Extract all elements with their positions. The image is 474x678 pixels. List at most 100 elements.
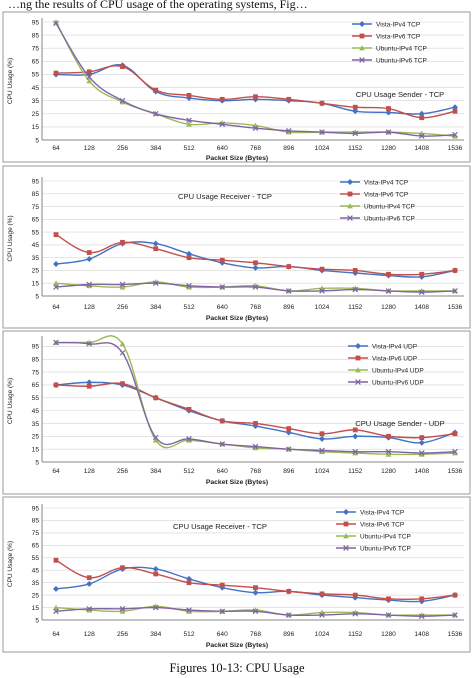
data-point bbox=[120, 565, 125, 571]
data-point bbox=[253, 94, 258, 100]
data-point bbox=[419, 271, 425, 277]
legend-label: Vista-IPv6 UDP bbox=[372, 355, 417, 362]
y-tick-label: 75 bbox=[32, 369, 40, 376]
series-4 bbox=[53, 339, 458, 456]
x-tick-label: 512 bbox=[183, 145, 194, 152]
chart-title: CPU Usage Receiver - TCP bbox=[173, 522, 267, 531]
data-point bbox=[286, 588, 292, 594]
data-point bbox=[285, 127, 292, 134]
data-point bbox=[119, 605, 126, 612]
data-point bbox=[352, 450, 359, 456]
y-tick-label: 65 bbox=[32, 382, 40, 389]
legend-marker bbox=[359, 21, 365, 27]
legend-marker bbox=[359, 33, 365, 39]
legend: Vista-IPv4 TCP Vista-IPv6 TCP Ubuntu-IPv4 … bbox=[340, 179, 415, 222]
chart-title: CPU Usage Sender - TCP bbox=[356, 90, 445, 99]
data-point bbox=[153, 246, 159, 252]
data-point bbox=[452, 108, 458, 114]
x-tick-label: 640 bbox=[217, 145, 228, 152]
data-point bbox=[152, 280, 159, 287]
data-point bbox=[352, 610, 359, 617]
y-axis-label: CPU Usage (%) bbox=[7, 378, 14, 424]
x-tick-label: 896 bbox=[283, 468, 294, 475]
data-point bbox=[53, 284, 59, 290]
data-point bbox=[452, 592, 458, 598]
chart-2: 5 15 25 35 45 55 65 75 85 95 64 128 256 384 512 640 768 8… bbox=[2, 165, 471, 329]
legend-label: Ubuntu-IPv6 TCP bbox=[376, 57, 427, 64]
data-point bbox=[153, 395, 159, 401]
x-tick-label: 768 bbox=[250, 468, 261, 475]
legend-marker bbox=[347, 203, 353, 209]
top-text: …ng the results of CPU usage of the oper… bbox=[8, 0, 308, 11]
legend-marker bbox=[355, 343, 361, 349]
legend-marker bbox=[355, 355, 361, 361]
data-point bbox=[53, 280, 59, 286]
chart-title: CPU Usage Sender - UDP bbox=[355, 419, 444, 428]
data-point bbox=[219, 96, 225, 102]
x-tick-label: 1408 bbox=[414, 145, 429, 152]
data-point bbox=[219, 608, 226, 615]
x-tick-label: 1152 bbox=[348, 145, 363, 152]
data-point bbox=[53, 339, 59, 346]
x-tick-label: 1408 bbox=[414, 468, 429, 475]
y-tick-label: 25 bbox=[32, 434, 40, 441]
x-tick-label: 64 bbox=[52, 145, 60, 152]
data-point bbox=[352, 592, 358, 598]
legend-label: Vista-IPv4 TCP bbox=[376, 21, 420, 28]
legend-marker bbox=[347, 179, 353, 185]
data-point bbox=[86, 282, 93, 289]
data-point bbox=[119, 97, 126, 104]
data-point bbox=[86, 605, 93, 612]
y-tick-label: 65 bbox=[32, 543, 40, 550]
data-point bbox=[385, 448, 392, 455]
data-point bbox=[319, 266, 325, 272]
y-tick-label: 35 bbox=[32, 98, 40, 105]
data-point bbox=[252, 608, 259, 615]
y-tick-label: 45 bbox=[32, 85, 40, 92]
y-axis-label: CPU Usage (%) bbox=[7, 58, 14, 104]
data-point bbox=[53, 232, 59, 238]
data-point bbox=[86, 383, 92, 389]
y-tick-label: 25 bbox=[32, 592, 40, 599]
y-tick-label: 85 bbox=[32, 32, 40, 39]
data-point bbox=[286, 264, 292, 270]
x-tick-label: 384 bbox=[150, 145, 161, 152]
data-point bbox=[53, 557, 59, 563]
data-point bbox=[219, 257, 225, 263]
data-point bbox=[119, 99, 126, 105]
x-tick-label: 512 bbox=[183, 304, 194, 311]
series-line bbox=[55, 241, 456, 278]
data-point bbox=[418, 289, 425, 295]
legend-marker bbox=[355, 367, 361, 373]
chart-frame bbox=[2, 496, 471, 653]
data-point bbox=[186, 255, 192, 261]
series-2 bbox=[53, 557, 458, 602]
series-4 bbox=[53, 280, 458, 295]
legend-label: Vista-IPv4 TCP bbox=[360, 509, 404, 516]
x-tick-label: 64 bbox=[52, 304, 60, 311]
x-tick-label: 1280 bbox=[381, 145, 396, 152]
data-point bbox=[53, 19, 59, 25]
data-point bbox=[120, 64, 125, 69]
y-tick-label: 5 bbox=[35, 137, 39, 144]
data-point bbox=[386, 106, 391, 111]
data-point bbox=[385, 109, 392, 116]
data-point bbox=[286, 96, 292, 102]
data-point bbox=[53, 20, 59, 27]
x-tick-label: 1408 bbox=[414, 304, 429, 311]
legend-marker bbox=[343, 533, 349, 539]
data-point bbox=[53, 70, 59, 76]
x-tick-label: 1280 bbox=[381, 304, 396, 311]
y-tick-label: 35 bbox=[32, 580, 40, 587]
x-tick-label: 384 bbox=[150, 304, 161, 311]
chart-title: CPU Usage Receiver - TCP bbox=[178, 192, 272, 201]
data-point bbox=[319, 591, 325, 597]
data-point bbox=[386, 271, 391, 277]
data-point bbox=[219, 284, 226, 290]
data-point bbox=[53, 585, 59, 592]
data-point bbox=[252, 444, 259, 451]
legend-marker bbox=[343, 509, 349, 515]
y-tick-label: 65 bbox=[32, 59, 40, 66]
data-point bbox=[452, 450, 458, 456]
